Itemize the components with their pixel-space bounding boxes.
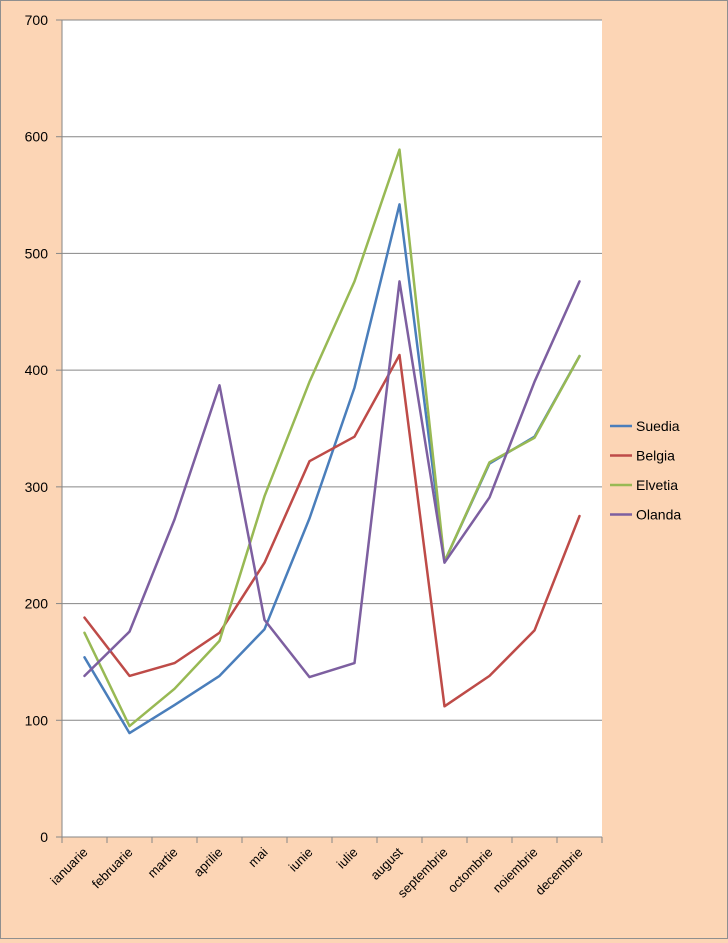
x-tick-label: iulie [334,845,361,872]
plot-area [62,20,602,837]
x-tick-label: martie [144,845,180,881]
series-line-belgia [83,353,581,708]
x-tick-label: octombrie [445,845,496,896]
series-line-elvetia [83,148,581,728]
y-tick-label: 500 [25,245,49,261]
y-tick-label: 600 [25,129,49,145]
series-line-olanda [83,280,581,679]
y-tick-label: 0 [40,829,48,845]
y-tick-label: 700 [25,12,49,28]
y-tick-label: 400 [25,362,49,378]
x-tick-label: ianuarie [47,845,90,888]
legend-label: Elvetia [636,477,678,493]
x-tick-label: august [367,844,405,882]
x-tick-label: februarie [89,845,136,892]
y-tick-label: 100 [25,712,49,728]
y-axis-ticks: 0 100 200 300 400 500 600 700 [25,12,62,845]
legend: Suedia Belgia Elvetia Olanda [610,418,681,523]
legend-label: Olanda [636,507,681,523]
series-lines [83,148,581,735]
legend-label: Suedia [636,418,680,434]
y-tick-label: 200 [25,596,49,612]
x-tick-label: iunie [286,845,316,875]
y-tick-label: 300 [25,479,49,495]
legend-label: Belgia [636,448,675,464]
x-tick-label: decembrie [532,845,586,899]
x-tick-label: aprilie [190,845,225,880]
x-tick-label: mai [245,844,270,869]
